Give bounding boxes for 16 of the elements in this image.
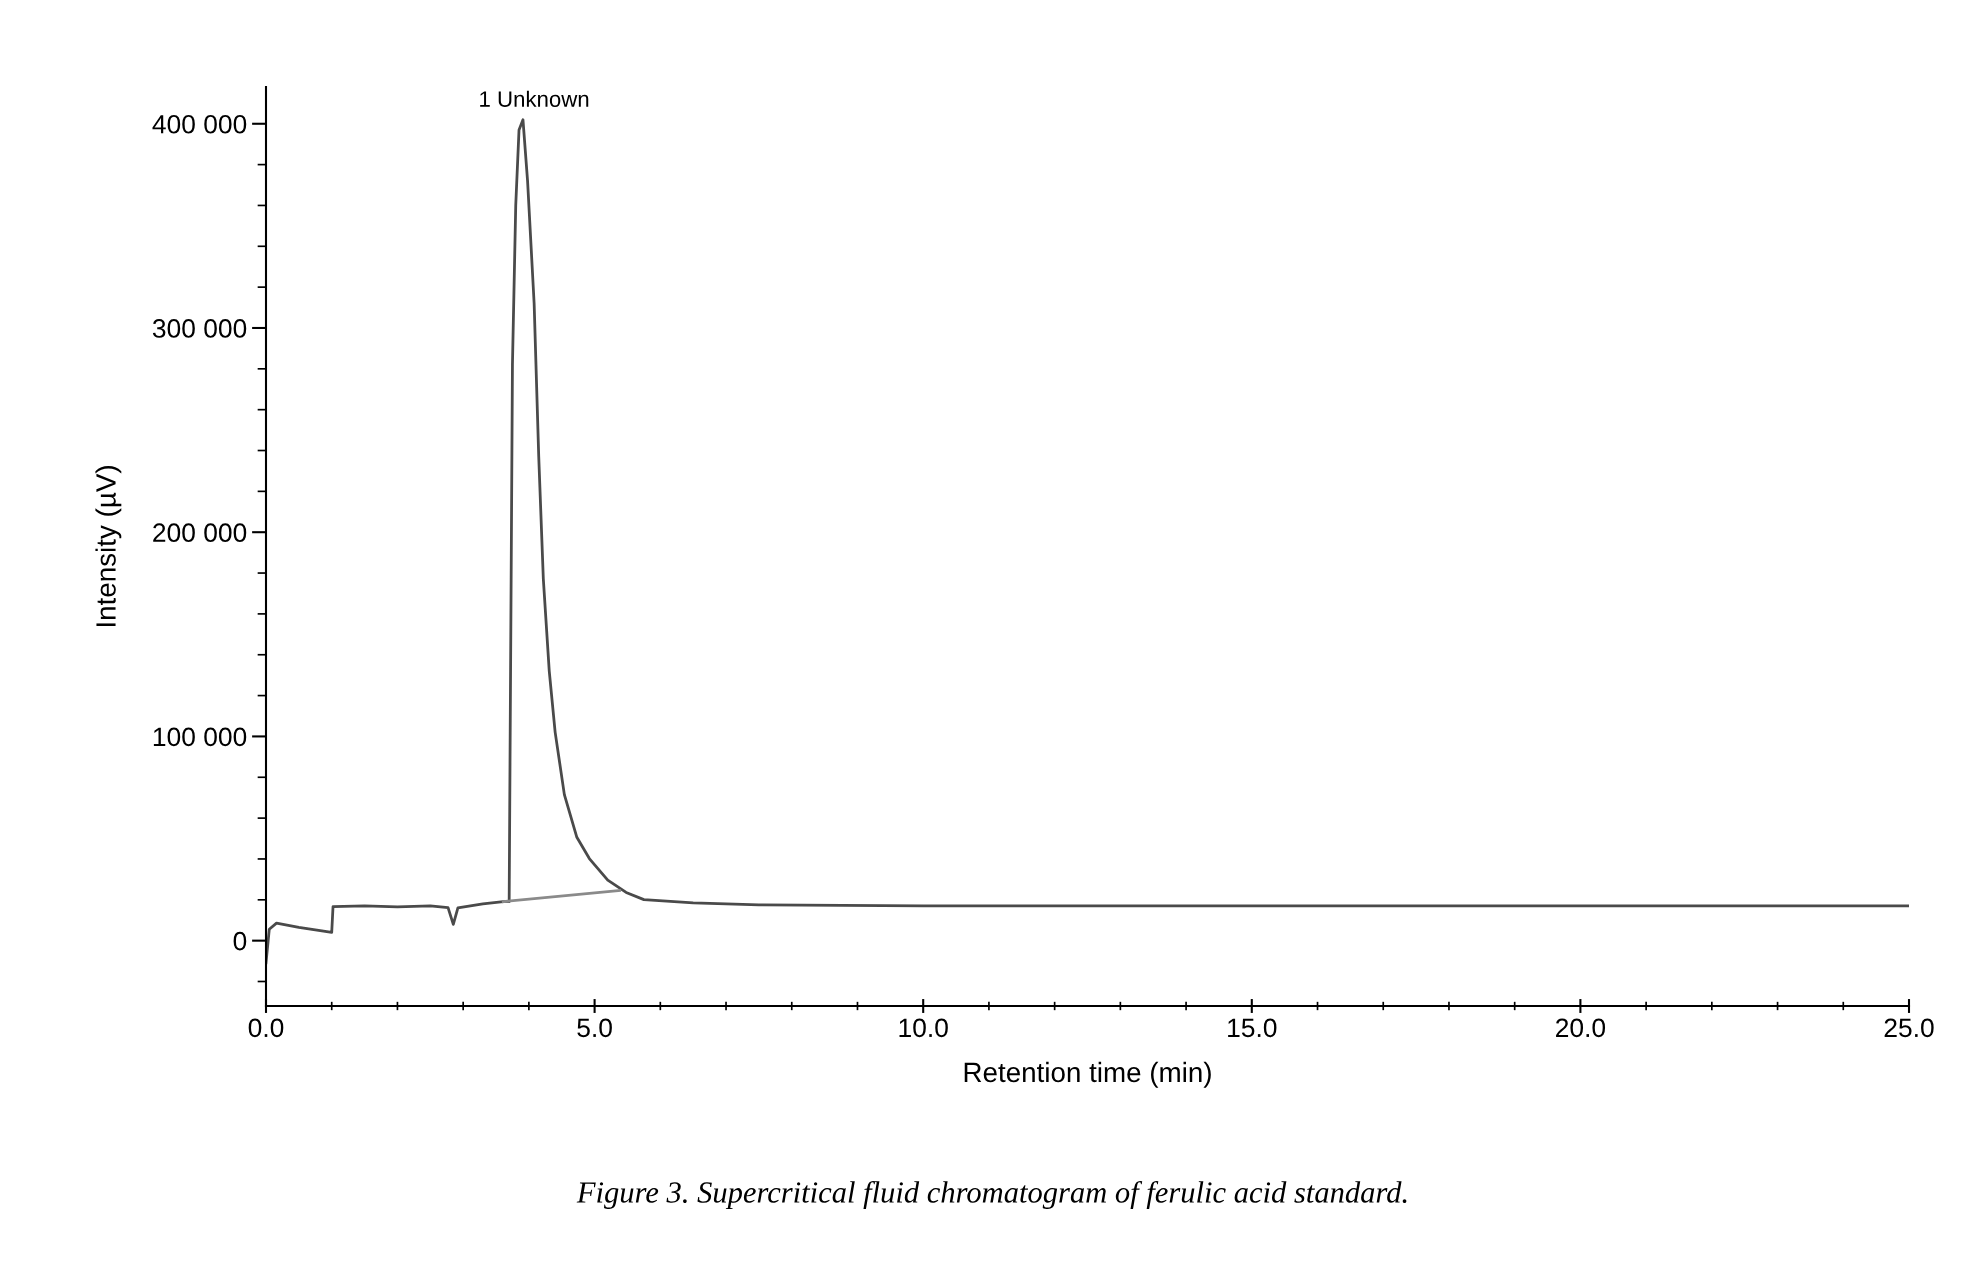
y-tick-label: 400 000: [152, 114, 247, 134]
line-series: [266, 118, 1909, 965]
y-tick-label: 100 000: [153, 727, 247, 747]
y-tick-label: 200 000: [153, 523, 247, 543]
annotation: 1 Unknown: [480, 90, 589, 107]
x-tick-label: 25.0: [1884, 1018, 1934, 1038]
y-tick-label: 0: [233, 931, 247, 951]
y-tick-label: 300 000: [152, 319, 247, 338]
y-axis-title: Intensity (µV): [95, 466, 122, 627]
caption: Figure 3. Supercritical fluid chromatogram of ferulic acid standard.: [576, 1180, 1407, 1210]
x-tick-label: 10.0: [899, 1018, 948, 1038]
x-tick-label: 0.0: [248, 1018, 284, 1038]
x-tick-label: 20.0: [1556, 1018, 1606, 1038]
x-tick-label: 15.0: [1228, 1018, 1277, 1038]
x-tick-label: 5.0: [577, 1018, 612, 1038]
x-axis-title: Retention time (min): [964, 1061, 1211, 1088]
